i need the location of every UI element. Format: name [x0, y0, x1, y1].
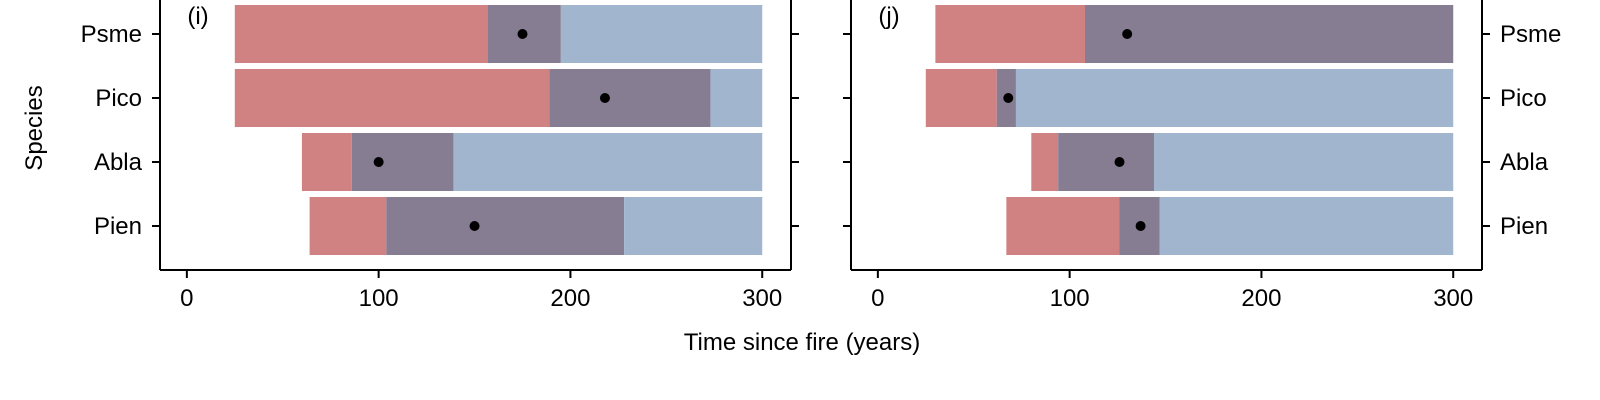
bar-j-psme-overlap — [1084, 5, 1454, 63]
bar-j-pico-early — [925, 69, 997, 127]
bar-j-abla-early — [1031, 133, 1059, 191]
point-i-pico — [599, 93, 610, 103]
point-i-psme — [517, 29, 528, 39]
bar-i-pien-late — [624, 197, 763, 255]
category-label-j-psme: Psme — [1500, 21, 1561, 48]
bar-j-psme-early — [935, 5, 1085, 63]
bar-j-abla-late — [1154, 133, 1454, 191]
point-j-pico — [1003, 93, 1014, 103]
panel-label-i: (i) — [187, 3, 208, 30]
panel-label-j: (j) — [878, 3, 899, 30]
category-label-i-pien: Pien — [94, 213, 142, 240]
bar-j-abla-overlap — [1058, 133, 1155, 191]
category-label-j-abla: Abla — [1500, 149, 1549, 176]
bar-i-abla-late — [453, 133, 763, 191]
y-axis-label: Species — [21, 85, 48, 170]
x-axis-label: Time since fire (years) — [684, 329, 920, 356]
bar-i-pico-overlap — [549, 69, 711, 127]
bar-j-pico-late — [1015, 69, 1454, 127]
bar-i-abla-early — [301, 133, 352, 191]
category-label-j-pien: Pien — [1500, 213, 1548, 240]
category-label-j-pico: Pico — [1500, 85, 1547, 112]
bar-j-pien-late — [1159, 197, 1454, 255]
category-label-i-abla: Abla — [94, 149, 143, 176]
category-label-i-pico: Pico — [95, 85, 142, 112]
bar-i-pien-early — [309, 197, 387, 255]
bar-i-pien-overlap — [386, 197, 625, 255]
point-j-psme — [1122, 29, 1133, 39]
bar-i-pico-early — [234, 69, 550, 127]
category-label-i-psme: Psme — [81, 21, 142, 48]
bar-i-psme-late — [560, 5, 763, 63]
panel-i: 0 100 200 300 Psme Pico Abla Pien (i) — [81, 0, 799, 312]
bar-i-pico-late — [710, 69, 763, 127]
x-tick-label-j-200: 200 — [1241, 285, 1281, 312]
x-tick-label-j-100: 100 — [1050, 285, 1090, 312]
point-i-abla — [373, 157, 384, 167]
bar-i-psme-early — [234, 5, 488, 63]
point-j-abla — [1114, 157, 1125, 167]
point-j-pien — [1135, 221, 1146, 231]
x-tick-label-j-0: 0 — [871, 285, 884, 312]
x-tick-label-i-100: 100 — [359, 285, 399, 312]
bar-j-pien-early — [1006, 197, 1120, 255]
x-tick-label-i-0: 0 — [180, 285, 193, 312]
x-tick-label-j-300: 300 — [1433, 285, 1473, 312]
x-tick-label-i-200: 200 — [550, 285, 590, 312]
point-i-pien — [469, 221, 480, 231]
x-tick-label-i-300: 300 — [742, 285, 782, 312]
panel-j: 0 100 200 300 Psme Pico Abla Pien (j) — [843, 0, 1561, 312]
bar-i-abla-overlap — [351, 133, 454, 191]
